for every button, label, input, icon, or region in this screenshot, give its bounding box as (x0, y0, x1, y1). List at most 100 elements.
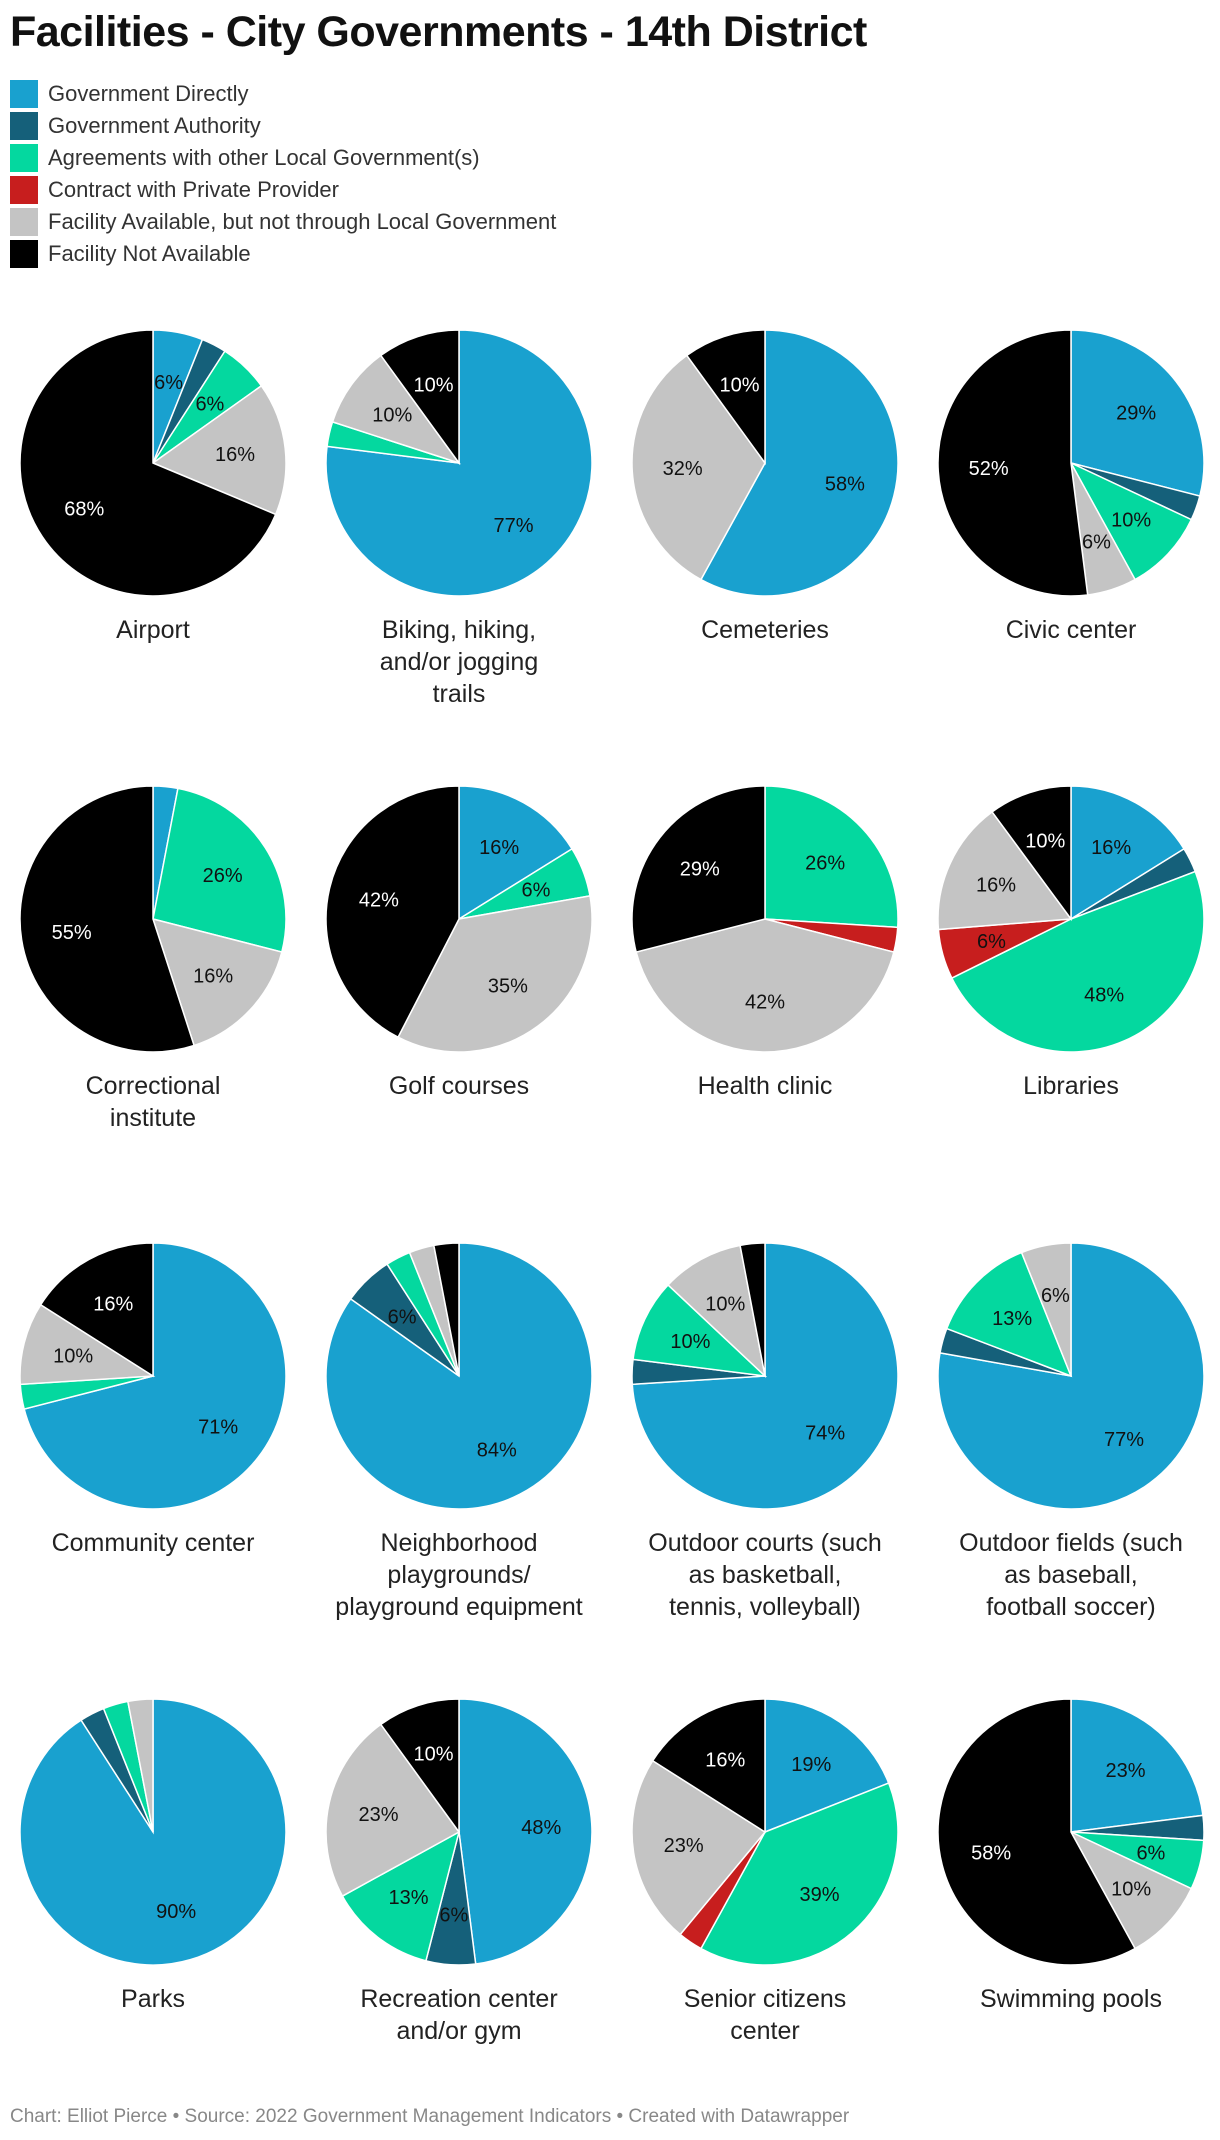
slice-value-label: 26% (805, 853, 845, 875)
pie: 16% 48% 6% 16% 10% Libraries (937, 785, 1205, 1100)
pie-slice (432, 1242, 460, 1377)
legend-item: Facility Not Available (10, 238, 556, 270)
slice-value-label: 29% (1116, 403, 1156, 425)
slice-value-label: 6% (1041, 1285, 1070, 1307)
pie-title: Recreation center and/or gym (360, 1985, 557, 2045)
pie-slice (764, 1698, 890, 1834)
slice-value-label: 71% (198, 1417, 238, 1439)
pie-title: Libraries (1023, 1072, 1119, 1100)
pie-slice (379, 329, 460, 466)
pie: 48% 6% 13% 23% 10% Recreation center and/or gy… (325, 1698, 593, 2045)
legend: Government Directly Government Authority A… (10, 78, 556, 270)
pie-slice (458, 785, 574, 921)
slice-value-label: 39% (799, 1884, 839, 1906)
slice-value-label: 10% (705, 1294, 745, 1316)
slice-value-label: 23% (664, 1835, 704, 1857)
pie-slice (325, 1723, 461, 1898)
slice-value-label: 10% (670, 1331, 710, 1353)
pie-slice (632, 1283, 768, 1378)
pie: 74% 10% 10% Outdoor courts (such as basketba… (631, 1242, 899, 1621)
pie: 16%6% 35% 42% Golf courses (325, 785, 593, 1100)
pie-slice (1070, 785, 1186, 921)
pie-slice (1020, 1242, 1072, 1377)
slice-value-label: 10% (372, 405, 412, 427)
pie-title: Community center (52, 1529, 255, 1557)
slice-value-label: 13% (992, 1308, 1032, 1330)
pie-slice (397, 895, 593, 1053)
pie-slice (379, 1698, 460, 1835)
slice-value-label: 6% (195, 393, 224, 415)
legend-swatch (10, 176, 38, 204)
pie-slice (631, 785, 766, 953)
pie-title: Cemeteries (701, 616, 829, 644)
pie: 23% 6% 10% 58% Swimming pools (937, 1698, 1205, 2013)
slice-value-label: 84% (477, 1439, 517, 1461)
legend-swatch (10, 144, 38, 172)
slice-value-label: 55% (52, 922, 92, 944)
slice-value-label: 10% (1111, 1878, 1151, 1900)
slice-value-label: 42% (745, 992, 785, 1014)
legend-swatch (10, 80, 38, 108)
legend-label: Facility Available, but not through Loca… (48, 209, 557, 234)
pie-title: Parks (121, 1985, 185, 2013)
slice-value-label: 13% (388, 1887, 428, 1909)
legend-swatch (10, 208, 38, 236)
pie-title: Neighborhood playgrounds/playground equip… (335, 1529, 582, 1621)
pie-title: Senior citizens center (684, 1985, 847, 2045)
pie-slice (991, 785, 1072, 922)
legend-label: Government Authority (48, 113, 261, 138)
pie-slice (19, 1303, 156, 1386)
pie-slice (152, 787, 287, 953)
pie-slice (699, 329, 899, 597)
pie-slice (325, 785, 460, 1039)
pie-slice (631, 1759, 767, 1936)
pie-title: Correctional institute (86, 1072, 221, 1132)
pie-slice (937, 810, 1073, 931)
pie: 29% 10%6% 52% Civic center (937, 329, 1205, 644)
pie-slice (685, 329, 766, 466)
slice-value-label: 6% (439, 1904, 468, 1926)
slice-value-label: 10% (413, 375, 453, 397)
slice-value-label: 35% (488, 975, 528, 997)
pie-slice (945, 1251, 1073, 1378)
slice-value-label: 6% (977, 931, 1006, 953)
pie: 58% 32% 10% Cemeteries (631, 329, 899, 644)
legend-label: Contract with Private Provider (48, 177, 339, 202)
slice-value-label: 77% (1104, 1429, 1144, 1451)
legend-label: Agreements with other Local Government(s… (48, 145, 480, 170)
pie-title: Outdoor fields (such as baseball, football… (959, 1529, 1183, 1621)
slice-value-label: 10% (1111, 509, 1151, 531)
slice-value-label: 6% (522, 880, 551, 902)
slice-value-label: 16% (1091, 837, 1131, 859)
pie-title: Outdoor courts (such as basketball, tennis… (648, 1529, 881, 1621)
slice-value-label: 10% (53, 1346, 93, 1368)
pie-slice (331, 354, 461, 465)
slice-value-label: 58% (971, 1843, 1011, 1865)
legend-item: Contract with Private Provider (10, 174, 556, 206)
legend-label: Government Directly (48, 81, 249, 106)
legend-swatch (10, 112, 38, 140)
pie: 19% 39% 23% 16% Senior citizens center (631, 1698, 899, 2045)
slice-value-label: 6% (388, 1306, 417, 1328)
pie: 90% Parks (19, 1698, 287, 2013)
slice-value-label: 6% (1136, 1843, 1165, 1865)
pie-slice (937, 329, 1089, 597)
pie-slice (937, 1698, 1137, 1966)
chart-title: Facilities - City Governments - 14th Dis… (10, 8, 867, 56)
slice-value-label: 90% (156, 1901, 196, 1923)
pie-slice (458, 1698, 593, 1965)
pie-title: Golf courses (389, 1072, 529, 1100)
pie-title: Airport (116, 616, 190, 644)
pie-slice (1070, 329, 1205, 497)
slice-value-label: 19% (791, 1754, 831, 1776)
slice-value-label: 16% (93, 1294, 133, 1316)
pie-slice (1069, 461, 1193, 581)
legend-label: Facility Not Available (48, 241, 251, 266)
slice-value-label: 26% (203, 865, 243, 887)
slice-value-label: 6% (1082, 531, 1111, 553)
pie-title: Civic center (1006, 616, 1137, 644)
slice-value-label: 32% (663, 458, 703, 480)
pie: 26% 42% 29% Health clinic (631, 785, 899, 1100)
pie-title: Biking, hiking, and/or jogging trails (380, 616, 538, 708)
